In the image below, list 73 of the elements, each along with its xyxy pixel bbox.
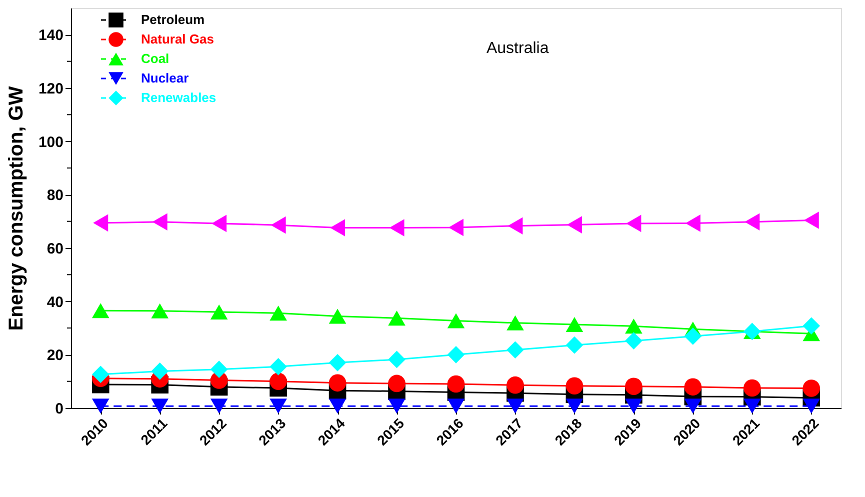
point <box>506 341 524 359</box>
point <box>802 380 820 397</box>
point <box>388 310 406 326</box>
text: Australia <box>486 40 549 57</box>
legend-label: Natural Gas <box>141 32 214 46</box>
point <box>508 217 523 235</box>
point <box>506 398 524 414</box>
point <box>270 358 287 376</box>
point <box>626 214 642 232</box>
point <box>388 374 406 392</box>
point <box>210 304 228 320</box>
point <box>743 379 761 397</box>
point <box>330 219 346 236</box>
legend-label: Petroleum <box>141 12 205 27</box>
point <box>270 398 287 414</box>
point <box>152 213 168 231</box>
y-tick-label: 80 <box>46 187 64 204</box>
point <box>328 308 346 324</box>
point <box>389 219 404 236</box>
point <box>625 398 642 414</box>
point <box>388 398 406 414</box>
point <box>270 216 286 234</box>
point <box>625 332 642 350</box>
point <box>685 214 700 232</box>
legend-label: Coal <box>141 51 170 66</box>
legend-label: Nuclear <box>141 70 189 86</box>
point <box>210 398 228 414</box>
point <box>684 378 702 396</box>
y-tick-label: 100 <box>38 134 64 151</box>
y-tick-label: 20 <box>46 347 64 364</box>
point <box>92 303 110 318</box>
point <box>151 398 169 414</box>
point <box>210 360 228 378</box>
point <box>92 366 110 384</box>
point <box>625 378 642 396</box>
point <box>447 398 465 414</box>
point <box>744 213 760 231</box>
legend-label: Renewables <box>141 90 216 105</box>
point <box>212 214 227 232</box>
point <box>743 398 761 414</box>
point <box>802 317 820 335</box>
point <box>448 218 464 236</box>
point <box>625 318 642 334</box>
point <box>506 376 524 394</box>
point <box>804 212 819 229</box>
point <box>566 336 584 354</box>
point <box>328 398 346 414</box>
y-tick-label: 40 <box>46 294 64 311</box>
point <box>684 328 702 345</box>
point <box>93 214 108 232</box>
point <box>92 398 110 414</box>
point <box>802 398 820 414</box>
point <box>328 374 346 392</box>
y-tick-label: 60 <box>46 240 64 258</box>
y-tick-label: 120 <box>38 80 64 98</box>
point <box>447 375 465 393</box>
y-tick-label: 0 <box>55 400 64 418</box>
point <box>447 346 465 364</box>
y-axis-title: Energy consumption, GW <box>5 86 28 331</box>
point <box>506 315 524 330</box>
point <box>151 303 169 318</box>
y-tick-label: 140 <box>38 27 64 44</box>
point <box>684 398 702 414</box>
point <box>566 317 584 332</box>
point <box>566 216 582 234</box>
point <box>151 362 169 380</box>
point <box>270 372 287 390</box>
point <box>566 398 584 414</box>
point <box>328 354 346 372</box>
point <box>388 350 406 368</box>
point <box>447 313 465 328</box>
point <box>566 377 584 395</box>
point <box>270 306 287 321</box>
